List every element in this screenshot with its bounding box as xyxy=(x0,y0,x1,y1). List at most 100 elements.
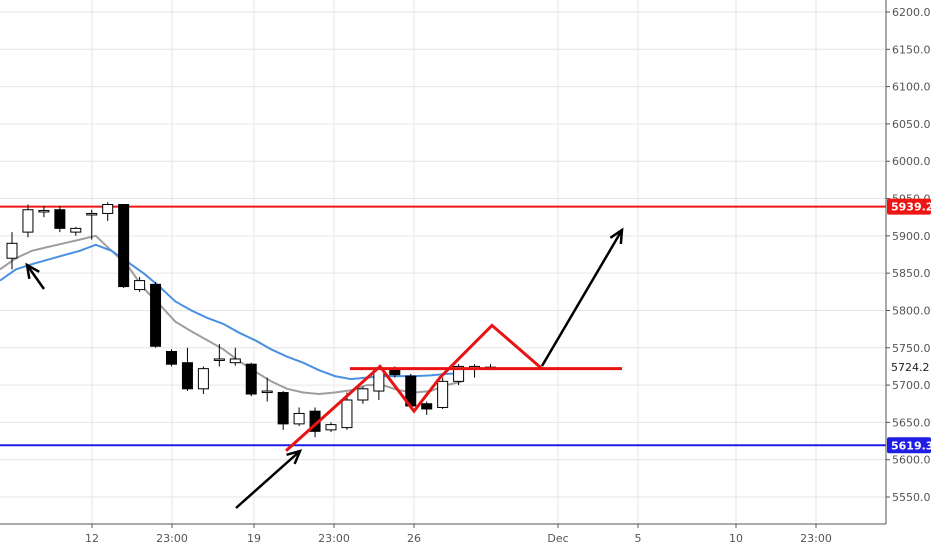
y-tick-label: 6050.0 xyxy=(892,118,931,131)
candle-body-up xyxy=(325,424,337,431)
candle xyxy=(325,422,337,433)
y-tick-label: 5700.0 xyxy=(892,379,931,392)
candle-body-down xyxy=(181,362,193,390)
candle xyxy=(277,391,289,430)
y-tick-label: 6150.0 xyxy=(892,43,931,56)
badge-text: 5939.2 xyxy=(891,201,932,214)
candle-body-up xyxy=(134,280,146,291)
x-tick-label: 10 xyxy=(729,532,743,545)
drawings xyxy=(25,227,624,509)
candle-body-up xyxy=(261,390,273,394)
badge-text: 5619.3 xyxy=(891,439,932,452)
x-tick-label: 23:00 xyxy=(800,532,832,545)
candle xyxy=(469,364,481,378)
x-tick-label: 12 xyxy=(85,532,99,545)
arrow-shaft xyxy=(25,264,46,290)
badge-text: 5724.2 xyxy=(891,361,930,374)
candle xyxy=(38,206,50,218)
candle-body-up xyxy=(86,212,98,216)
projection-arrow xyxy=(540,227,624,367)
candle xyxy=(86,209,98,240)
candle xyxy=(54,206,66,233)
candle xyxy=(22,204,34,238)
y-tick-label: 5550.0 xyxy=(892,491,931,504)
y-tick-label: 6000.0 xyxy=(892,155,931,168)
y-tick-label: 6200.0 xyxy=(892,6,931,19)
candle xyxy=(213,344,225,367)
candle xyxy=(70,226,82,236)
candle-body-up xyxy=(213,358,225,361)
y-tick-label: 5800.0 xyxy=(892,304,931,317)
candle-body-up xyxy=(453,365,465,382)
candle xyxy=(245,362,257,397)
resistance-price-badge: 5939.2 xyxy=(887,198,932,215)
candle-body-up xyxy=(197,368,209,390)
y-tick-label: 5600.0 xyxy=(892,454,931,467)
ema-blue-line xyxy=(0,243,463,381)
arrow-head xyxy=(25,262,40,280)
ema-gray-line xyxy=(0,234,463,396)
x-tick-label: 5 xyxy=(635,532,642,545)
y-tick-label: 5850.0 xyxy=(892,267,931,280)
candle xyxy=(181,347,193,392)
y-tick-label: 6100.0 xyxy=(892,81,931,94)
candle-body-up xyxy=(38,209,50,213)
candle-body-down xyxy=(421,403,433,410)
candle-body-up xyxy=(6,242,18,259)
candle xyxy=(421,401,433,415)
y-tick-label: 5650.0 xyxy=(892,416,931,429)
candle-body-down xyxy=(150,283,162,347)
arrow-head xyxy=(609,227,624,245)
candle xyxy=(261,377,273,402)
candle-body-up xyxy=(22,209,34,233)
candle-body-up xyxy=(437,380,449,408)
candle-body-down xyxy=(54,209,66,229)
last-price-badge: 5724.2 xyxy=(887,359,931,376)
moving-averages xyxy=(0,234,463,396)
badge-bg xyxy=(887,437,931,454)
y-tick-label: 5900.0 xyxy=(892,230,931,243)
arrow-shaft xyxy=(540,229,624,367)
candle-body-up xyxy=(357,388,369,401)
candle-body-up xyxy=(341,399,353,429)
candle xyxy=(118,204,130,289)
badge-bg xyxy=(887,198,931,215)
price-badges: 5939.2 5724.2 5619.3 xyxy=(887,198,932,454)
horizontal-levels xyxy=(0,205,886,447)
candle-body-up xyxy=(102,204,114,214)
candle xyxy=(437,377,449,409)
candle xyxy=(197,366,209,395)
x-tick-label: Dec xyxy=(547,532,568,545)
candle-body-down xyxy=(166,351,177,365)
candle-body-down xyxy=(277,392,289,425)
candle xyxy=(341,392,353,430)
candle-body-up xyxy=(229,358,241,364)
zigzag-line xyxy=(284,323,543,452)
candle xyxy=(357,386,369,404)
x-tick-label: 19 xyxy=(247,532,261,545)
arrow-shaft xyxy=(235,450,301,509)
candle-body-up xyxy=(70,227,82,233)
bounce-arrow xyxy=(235,449,303,509)
candle xyxy=(102,202,114,221)
candle xyxy=(150,282,162,348)
arrow-head xyxy=(286,449,303,465)
badge-bg xyxy=(887,359,931,376)
candle xyxy=(293,407,305,427)
candle-body-up xyxy=(293,412,305,425)
top-left-arrow xyxy=(25,262,46,290)
candle xyxy=(6,232,18,270)
candle-body-down xyxy=(245,363,257,395)
candle xyxy=(166,349,177,367)
x-tick-label: 26 xyxy=(407,532,421,545)
candle-body-down xyxy=(118,204,130,288)
candle xyxy=(229,347,241,366)
x-tick-label: 23:00 xyxy=(156,532,188,545)
y-tick-label: 5750.0 xyxy=(892,342,931,355)
candles xyxy=(6,202,496,438)
x-tick-label: 23:00 xyxy=(318,532,350,545)
candle xyxy=(134,276,146,292)
